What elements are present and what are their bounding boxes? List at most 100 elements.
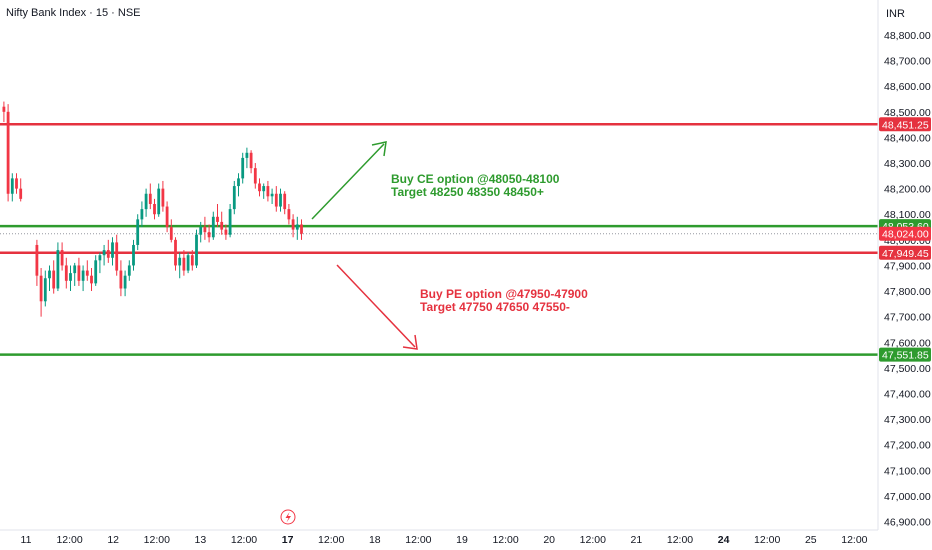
candle-body	[270, 193, 274, 197]
candle-body	[111, 242, 114, 258]
time-axis: 11 12:00 12 12:00 13 12:00 17 12:00 18 12:00 19 12:…	[21, 534, 868, 546]
x-tick-label: 17	[282, 534, 294, 546]
flash-icon-bolt	[285, 512, 291, 523]
x-tick-label: 19	[456, 534, 468, 546]
candle-body	[228, 209, 232, 235]
candle-body	[249, 152, 253, 169]
y-tick-label: 47,300.00	[884, 414, 931, 426]
level-price-label-bg	[879, 245, 931, 260]
candle-body	[77, 265, 81, 281]
y-tick-label: 48,600.00	[884, 81, 931, 93]
x-tick-label: 12:00	[841, 534, 867, 546]
candle-body	[295, 224, 299, 230]
candle-body	[140, 209, 144, 220]
candle-body	[56, 250, 60, 289]
x-tick-label: 11	[21, 534, 32, 546]
candle-body	[115, 242, 119, 271]
candle-body	[161, 188, 165, 207]
candle-body	[195, 234, 198, 266]
candle-body	[85, 270, 89, 276]
x-tick-label: 20	[543, 534, 555, 546]
candle-body	[190, 255, 194, 266]
y-tick-label: 46,900.00	[884, 517, 931, 529]
candle-body	[10, 178, 14, 194]
candle-body	[291, 219, 295, 230]
candle-body	[119, 270, 123, 289]
x-tick-label: 24	[718, 534, 730, 546]
candle-body	[102, 250, 106, 256]
candle-body	[300, 224, 303, 234]
candle-body	[6, 111, 10, 194]
flash-icon[interactable]	[280, 509, 296, 525]
candle-body	[165, 206, 169, 228]
candle-body	[123, 275, 127, 289]
annotation-line-1: Buy CE option @48050-48100	[391, 172, 560, 186]
candle-body	[52, 270, 56, 289]
y-tick-label: 47,100.00	[884, 465, 931, 477]
y-tick-label: 48,300.00	[884, 158, 931, 170]
candle-body	[73, 265, 77, 274]
y-tick-label: 47,200.00	[884, 440, 931, 452]
candle-body	[283, 193, 287, 210]
annotation-line-2: Target 48250 48350 48450+	[391, 185, 544, 199]
candle-body	[144, 193, 148, 210]
price-axis-bg	[878, 0, 932, 550]
candle-body	[220, 221, 224, 230]
level-price-label-bg	[879, 347, 931, 362]
candle-body	[48, 270, 51, 279]
candle-body	[94, 260, 98, 284]
x-tick-label: 12:00	[144, 534, 170, 546]
x-tick-label: 12:00	[231, 534, 257, 546]
candle-body	[127, 265, 131, 276]
candle-body	[81, 270, 85, 281]
currency-label: INR	[886, 8, 905, 20]
x-tick-label: 18	[369, 534, 381, 546]
annotation-arrows	[311, 141, 418, 350]
candle-body	[287, 209, 291, 220]
candle-body	[98, 255, 102, 261]
y-tick-label: 48,800.00	[884, 30, 931, 42]
candle-body	[174, 239, 177, 266]
candle-body	[60, 250, 64, 266]
x-tick-label: 21	[631, 534, 643, 546]
candle-body	[199, 227, 203, 235]
candle-body	[157, 188, 161, 215]
annotation-line-2: Target 47750 47650 47550-	[420, 300, 570, 314]
candle-body	[266, 186, 270, 197]
candle-body	[132, 244, 135, 266]
candle-body	[64, 265, 68, 281]
candle-body	[211, 216, 215, 238]
candle-body	[19, 188, 23, 199]
candle-body	[182, 257, 186, 271]
candle-body	[69, 273, 72, 281]
candle-body	[2, 106, 6, 112]
candle-body	[258, 183, 261, 192]
candle-body	[178, 257, 182, 266]
candle-body	[203, 227, 207, 233]
x-tick-label: 12:00	[492, 534, 518, 546]
y-tick-label: 47,400.00	[884, 388, 931, 400]
candle-body	[232, 186, 236, 210]
candle-body	[136, 219, 140, 245]
last-price-label-bg	[879, 226, 931, 241]
level-price-label-bg	[879, 117, 931, 132]
candle-body	[274, 193, 278, 207]
y-tick-label: 48,700.00	[884, 56, 931, 68]
y-tick-label: 47,800.00	[884, 286, 931, 298]
level-price-label: 47,551.85	[882, 350, 929, 362]
y-tick-label: 47,000.00	[884, 491, 931, 503]
y-tick-label: 48,500.00	[884, 107, 931, 119]
candle-body	[186, 255, 190, 271]
candle-body	[153, 203, 156, 215]
candle-body	[148, 193, 152, 204]
level-price-label: 47,949.45	[882, 248, 929, 260]
x-tick-label: 12	[107, 534, 119, 546]
candle-body	[253, 168, 257, 184]
candle-body	[241, 157, 245, 179]
up-arrow-shaft	[311, 143, 385, 220]
y-tick-label: 47,600.00	[884, 337, 931, 349]
level-price-label: 48,451.25	[882, 119, 929, 131]
y-tick-label: 47,700.00	[884, 312, 931, 324]
x-tick-label: 12:00	[667, 534, 693, 546]
